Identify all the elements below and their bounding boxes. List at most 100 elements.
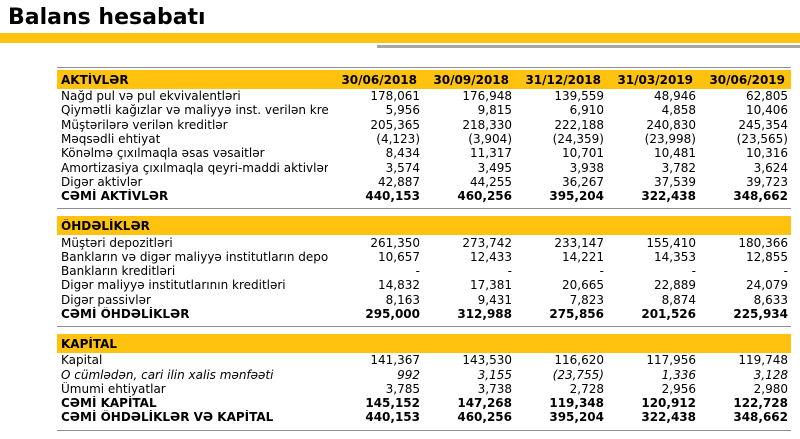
cell-value-2: 275,856 [549, 307, 604, 321]
cell-value-0: 14,832 [378, 278, 420, 293]
cell-value-4: 8,633 [753, 292, 788, 307]
row-label: CƏMİ ÖHDƏLİKLƏR [61, 307, 190, 321]
cell-value-3: 1,336 [661, 367, 696, 382]
section-title: AKTİVLƏR [61, 72, 129, 87]
row-label: Müştəri depozitləri [61, 235, 173, 250]
table-row: Qiymətli kağızlar və maliyyə inst. veril… [57, 103, 791, 117]
row-label: Digər aktivlər [61, 174, 143, 189]
cell-value-3: 8,874 [661, 292, 696, 307]
cell-value-2: 2,728 [569, 381, 604, 396]
cell-value-4: 225,934 [733, 307, 788, 321]
column-header-date-1: 30/09/2018 [433, 72, 509, 87]
table-row: Ümumi ehtiyatlar 3,785 3,738 2,728 2,956 2,98… [57, 382, 791, 396]
cell-value-2: 222,188 [554, 117, 604, 132]
cell-value-4: 245,354 [738, 117, 788, 132]
cell-value-1: 44,255 [470, 174, 512, 189]
cell-value-2: (23,755) [552, 367, 604, 382]
table-row: Amortizasiya çıxılmaqla qeyri-maddi akti… [57, 160, 791, 175]
column-header-date-3: 31/03/2019 [617, 72, 693, 87]
cell-value-4: 3,624 [753, 160, 788, 175]
row-label: Məqsədli ehtiyat [61, 132, 161, 147]
balance-table: AKTİVLƏR 30/06/2018 30/09/2018 31/12/2018 31… [57, 67, 791, 431]
table-row: Bankların kreditləri - - - - - [57, 264, 791, 278]
cell-value-4: 24,079 [746, 278, 788, 293]
cell-value-1: 17,381 [470, 278, 512, 293]
cell-value-0: 8,163 [385, 292, 420, 307]
section-kapital: KAPİTAL Kapital 141,367 143,530 116,620 117,9… [57, 334, 791, 431]
cell-value-3: 120,912 [641, 396, 696, 411]
cell-value-4: 348,662 [733, 410, 788, 425]
cell-value-1: 312,988 [457, 307, 512, 321]
column-header-date-2: 31/12/2018 [525, 72, 601, 87]
cell-value-3: - [691, 264, 696, 279]
table-row: Müştərilərə verilən kreditlər 205,365 218,… [57, 118, 791, 132]
cell-value-0: - [415, 264, 420, 279]
cell-value-2: 116,620 [554, 353, 604, 368]
cell-value-4: 122,728 [733, 396, 788, 411]
cell-value-1: 273,742 [462, 235, 512, 250]
cell-value-1: 143,530 [462, 353, 512, 368]
row-label: Könəlmə çıxılmaqla əsas vəsaitlər [61, 146, 265, 161]
cell-value-3: 14,353 [654, 249, 696, 264]
cell-value-0: 10,657 [378, 249, 420, 264]
cell-value-4: 10,316 [746, 146, 788, 161]
cell-value-0: 42,887 [378, 174, 420, 189]
row-label: Qiymətli kağızlar və maliyyə inst. veril… [61, 103, 328, 118]
cell-value-0: 8,434 [385, 146, 420, 161]
cell-value-2: 36,267 [562, 174, 604, 189]
table-row: Digər passivlər 8,163 9,431 7,823 8,874 8,633 [57, 293, 791, 307]
cell-value-1: 3,155 [477, 367, 512, 382]
table-row: CƏMİ ÖHDƏLİKLƏR VƏ KAPİTAL 440,153 460,256… [57, 410, 791, 424]
cell-value-3: 201,526 [641, 307, 696, 321]
section-ohdelikler: ÖHDƏLİKLƏR Müştəri depozitləri 261,350 273,… [57, 216, 791, 328]
cell-value-2: 7,823 [569, 292, 604, 307]
cell-value-3: 322,438 [641, 189, 696, 204]
column-header-date-0: 30/06/2018 [341, 72, 417, 87]
cell-value-2: (24,359) [552, 132, 604, 147]
cell-value-2: 139,559 [554, 89, 604, 104]
cell-value-3: 48,946 [654, 89, 696, 104]
table-row: Müştəri depozitləri 261,350 273,742 233,147… [57, 235, 791, 250]
cell-value-1: (3,904) [468, 132, 512, 147]
cell-value-0: 440,153 [365, 410, 420, 425]
cell-value-2: 10,701 [562, 146, 604, 161]
table-row: Bankların və digər maliyyə institutların… [57, 250, 791, 264]
section-aktivler: AKTİVLƏR 30/06/2018 30/09/2018 31/12/2018 31… [57, 67, 791, 210]
cell-value-0: 145,152 [365, 396, 420, 411]
table-row: Nağd pul və pul ekvivalentləri 178,061 176… [57, 89, 791, 103]
cell-value-3: 10,481 [654, 146, 696, 161]
title-gray-bar [377, 45, 800, 48]
cell-value-4: 10,406 [746, 103, 788, 118]
cell-value-3: 240,830 [646, 117, 696, 132]
cell-value-0: 261,350 [370, 235, 420, 250]
cell-value-0: 205,365 [370, 117, 420, 132]
cell-value-1: 176,948 [462, 89, 512, 104]
cell-value-4: 39,723 [746, 174, 788, 189]
row-label: Digər maliyyə institutlarının kreditləri [61, 278, 286, 293]
cell-value-0: 295,000 [365, 307, 420, 321]
cell-value-3: 117,956 [646, 353, 696, 368]
row-label: CƏMİ AKTİVLƏR [61, 189, 169, 204]
cell-value-3: 3,782 [661, 160, 696, 175]
table-row: O cümlədən, cari ilin xalis mənfəəti 992 3… [57, 367, 791, 382]
cell-value-4: (23,565) [736, 132, 788, 147]
section-title: KAPİTAL [61, 336, 118, 351]
cell-value-2: 6,910 [569, 103, 604, 118]
cell-value-2: 119,348 [549, 396, 604, 411]
cell-value-1: 11,317 [470, 146, 512, 161]
cell-value-3: 37,539 [654, 174, 696, 189]
page-title: Balans hesabatı [8, 5, 206, 30]
row-label: CƏMİ KAPİTAL [61, 396, 157, 411]
title-accent-bar [0, 33, 800, 43]
table-row: CƏMİ ÖHDƏLİKLƏR 295,000 312,988 275,856 201,… [57, 307, 791, 321]
cell-value-0: 440,153 [365, 189, 420, 204]
cell-value-2: 395,204 [549, 410, 604, 425]
cell-value-4: 180,366 [738, 235, 788, 250]
table-row: Digər maliyyə institutlarının kreditləri… [57, 278, 791, 292]
cell-value-1: 460,256 [457, 410, 512, 425]
cell-value-3: (23,998) [644, 132, 696, 147]
cell-value-4: - [783, 264, 788, 279]
cell-value-0: 141,367 [370, 353, 420, 368]
cell-value-2: 233,147 [554, 235, 604, 250]
table-row: Könəlmə çıxılmaqla əsas vəsaitlər 8,434 11… [57, 146, 791, 160]
